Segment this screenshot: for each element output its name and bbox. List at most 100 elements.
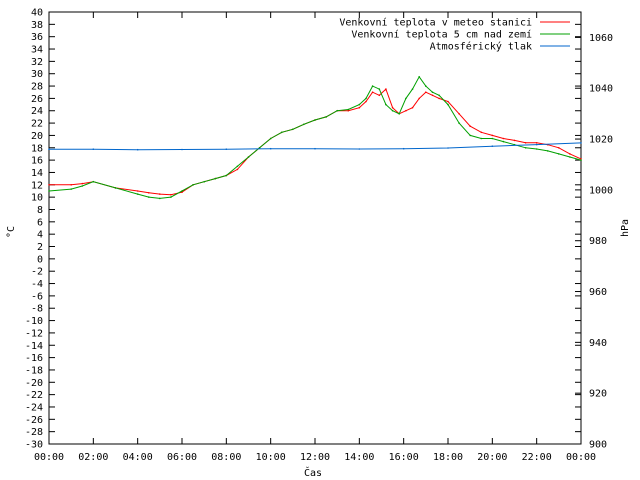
- data-point: [70, 184, 72, 186]
- y-right-ticks: 1060 1040 1020 1000 980 960 940 920 900: [575, 33, 613, 451]
- data-point: [181, 191, 183, 193]
- y-left-ticks: 4038363432302826242220181614121086420-2-…: [25, 8, 581, 451]
- data-point: [425, 91, 427, 93]
- y-right-tick-label: 900: [589, 440, 607, 451]
- data-point: [580, 158, 582, 160]
- data-point: [418, 97, 421, 100]
- data-point: [491, 145, 494, 147]
- data-point: [480, 131, 483, 134]
- y-left-tick-label: 34: [31, 45, 43, 56]
- y-left-tick-label: 12: [31, 180, 43, 191]
- series-line-1: [49, 88, 582, 196]
- y-left-tick-label: -14: [25, 341, 43, 352]
- data-point: [371, 85, 374, 87]
- y-left-tick-label: -8: [31, 304, 43, 315]
- data-point: [438, 94, 440, 97]
- data-point: [458, 122, 460, 124]
- data-point: [269, 147, 272, 150]
- y-left-tick-label: -12: [25, 328, 43, 339]
- data-point: [365, 100, 367, 103]
- y-left-tick-label: 16: [31, 156, 43, 167]
- y-left-tick-label: 0: [37, 254, 43, 265]
- y-right-tick-label: 1000: [589, 185, 613, 196]
- data-point: [269, 137, 272, 140]
- data-point: [114, 187, 117, 189]
- y-left-tick-label: 8: [37, 205, 43, 216]
- data-point: [447, 103, 449, 106]
- data-point: [502, 140, 505, 143]
- data-point: [258, 147, 261, 149]
- x-tick-label: 00:00: [34, 452, 64, 463]
- data-point: [365, 97, 367, 100]
- y-left-tick-label: -10: [25, 316, 43, 327]
- data-point: [411, 88, 414, 90]
- data-point: [524, 147, 527, 149]
- y-left-tick-label: 20: [31, 131, 43, 142]
- data-point: [247, 156, 250, 158]
- series-layer: [48, 75, 582, 200]
- data-point: [92, 148, 95, 150]
- data-point: [547, 150, 549, 152]
- y-right-tick-label: 940: [589, 338, 607, 349]
- data-point: [81, 182, 84, 185]
- y-axis-right-label: hPa: [620, 219, 631, 237]
- data-point: [385, 88, 387, 90]
- data-point: [391, 106, 394, 109]
- data-point: [411, 106, 414, 109]
- y-right-tick-label: 1040: [589, 84, 613, 95]
- data-point: [281, 131, 283, 134]
- x-tick-label: 14:00: [344, 452, 374, 463]
- y-left-tick-label: 14: [31, 168, 43, 179]
- data-point: [535, 142, 538, 144]
- data-point: [170, 196, 172, 198]
- legend-label-2: Venkovní teplota 5 cm nad zemí: [351, 29, 532, 41]
- y-left-tick-label: 36: [31, 32, 43, 43]
- data-point: [569, 156, 571, 158]
- series-points-1: [48, 88, 582, 196]
- data-point: [81, 185, 84, 187]
- data-point: [225, 174, 228, 177]
- data-point: [431, 94, 434, 97]
- data-point: [447, 100, 449, 103]
- data-point: [371, 91, 374, 93]
- data-point: [405, 109, 407, 112]
- data-point: [438, 97, 440, 100]
- y-right-tick-label: 920: [589, 389, 607, 400]
- y-left-tick-label: 4: [37, 230, 43, 241]
- x-tick-label: 10:00: [256, 452, 286, 463]
- y-left-tick-label: 30: [31, 69, 43, 80]
- plot-frame: [48, 11, 582, 445]
- y-left-tick-label: -20: [25, 378, 43, 389]
- y-left-tick-label: 26: [31, 94, 43, 105]
- y-left-tick-label: 40: [31, 8, 43, 19]
- data-point: [358, 103, 361, 106]
- y-right-tick-label: 960: [589, 287, 607, 298]
- data-point: [225, 148, 228, 150]
- x-axis-label: Čas: [304, 466, 322, 479]
- data-point: [425, 85, 427, 87]
- data-point: [358, 148, 361, 150]
- data-point: [159, 193, 161, 195]
- data-point: [391, 109, 394, 112]
- y-left-tick-label: -30: [25, 440, 43, 451]
- y-left-tick-label: -4: [31, 279, 43, 290]
- x-tick-label: 06:00: [167, 452, 197, 463]
- data-point: [569, 153, 571, 155]
- data-point: [170, 193, 172, 196]
- data-point: [192, 184, 194, 186]
- data-point: [181, 190, 183, 192]
- y-left-tick-label: 24: [31, 106, 43, 117]
- data-point: [159, 197, 161, 200]
- y-left-tick-label: -26: [25, 415, 43, 426]
- data-point: [480, 137, 483, 140]
- data-point: [502, 137, 505, 140]
- x-tick-label: 20:00: [477, 452, 507, 463]
- y-right-tick-label: 980: [589, 236, 607, 247]
- data-point: [580, 142, 582, 144]
- y-left-tick-label: 32: [31, 57, 43, 68]
- data-point: [580, 159, 582, 161]
- data-point: [491, 134, 494, 137]
- series-points-3: [48, 142, 582, 151]
